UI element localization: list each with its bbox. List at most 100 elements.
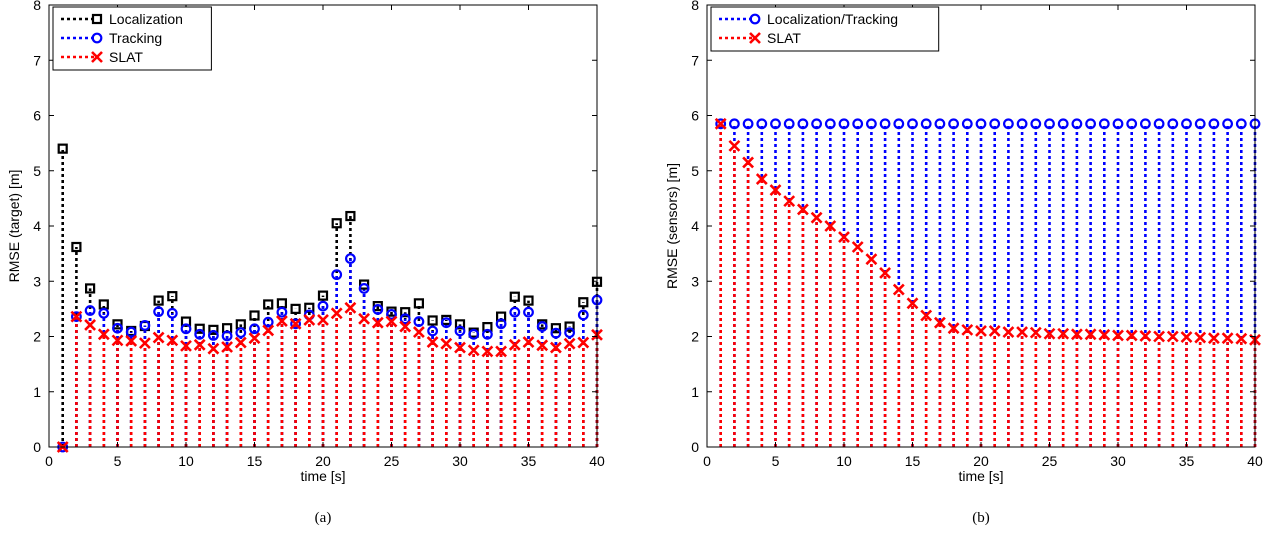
localization-point bbox=[194, 323, 205, 334]
localization-tracking-point bbox=[1126, 118, 1138, 130]
localization-tracking-point bbox=[838, 118, 850, 130]
slat-point bbox=[1221, 332, 1234, 345]
y-tick-label: 1 bbox=[33, 384, 41, 400]
localization-tracking-point bbox=[961, 118, 973, 130]
tracking-point bbox=[194, 328, 206, 340]
x-tick-label: 25 bbox=[384, 453, 400, 469]
slat-point bbox=[70, 310, 83, 323]
slat-point bbox=[1207, 332, 1220, 345]
tracking-point bbox=[70, 311, 82, 323]
localization-point bbox=[400, 307, 411, 318]
localization-point bbox=[180, 316, 192, 327]
tracking-point bbox=[495, 318, 507, 330]
localization-point bbox=[71, 241, 82, 253]
localization-point bbox=[550, 323, 562, 334]
tracking-point bbox=[290, 318, 302, 330]
tracking-point bbox=[372, 304, 384, 315]
localization-tracking-point bbox=[879, 118, 891, 130]
localization-point bbox=[578, 297, 589, 308]
x-tick-label: 35 bbox=[521, 453, 537, 469]
localization-point bbox=[208, 324, 219, 335]
localization-point bbox=[249, 310, 260, 321]
slat-point bbox=[906, 297, 919, 310]
tracking-point bbox=[166, 307, 178, 319]
x-tick-label: 40 bbox=[589, 453, 605, 469]
slat-point bbox=[481, 345, 494, 358]
slat-point bbox=[180, 339, 192, 352]
slat-point bbox=[412, 326, 425, 338]
tracking-point bbox=[153, 306, 165, 318]
localization-point bbox=[304, 302, 315, 313]
localization-tracking-point bbox=[811, 118, 822, 130]
slat-point bbox=[988, 325, 1001, 337]
slat-point bbox=[947, 322, 960, 335]
x-axis-label: time [s] bbox=[958, 468, 1003, 484]
y-tick-label: 0 bbox=[33, 439, 41, 455]
y-tick-label: 7 bbox=[691, 52, 699, 68]
tracking-point bbox=[139, 320, 151, 331]
slat-point bbox=[1112, 329, 1124, 342]
slat-point bbox=[207, 342, 220, 355]
x-tick-label: 15 bbox=[905, 453, 921, 469]
slat-point bbox=[303, 314, 316, 326]
y-tick-label: 2 bbox=[691, 329, 699, 345]
localization-tracking-point bbox=[866, 118, 877, 130]
slat-point bbox=[549, 341, 562, 354]
x-tick-label: 15 bbox=[247, 453, 263, 469]
tracking-point bbox=[262, 316, 274, 328]
localization-tracking-point bbox=[934, 118, 946, 130]
slat-point bbox=[454, 341, 466, 354]
localization-tracking-point bbox=[742, 118, 754, 130]
slat-point bbox=[536, 339, 549, 352]
x-tick-label: 30 bbox=[452, 453, 468, 469]
localization-point bbox=[454, 319, 466, 330]
localization-point bbox=[112, 319, 123, 330]
legend-marker-localization bbox=[91, 13, 103, 25]
tracking-point bbox=[386, 309, 397, 320]
localization-point bbox=[345, 210, 356, 222]
y-tick-label: 4 bbox=[33, 218, 41, 234]
y-tick-label: 4 bbox=[691, 218, 699, 234]
panel-a: 0 5 10 15 20 25 30 35 40 0 1 2 3 4 5 6 7 8 time [s] RMSE … bbox=[6, 0, 605, 526]
legend-label-slat: SLAT bbox=[767, 30, 801, 46]
x-tick-label: 0 bbox=[703, 453, 711, 469]
x-tick-label: 5 bbox=[772, 453, 780, 469]
slat-point bbox=[125, 335, 138, 347]
slat-point bbox=[892, 283, 905, 296]
slat-point bbox=[344, 301, 357, 314]
localization-tracking-point bbox=[729, 118, 740, 130]
localization-point bbox=[290, 303, 301, 314]
y-tick-label: 5 bbox=[691, 163, 699, 179]
localization-tracking-point bbox=[989, 118, 1001, 130]
slat-point bbox=[742, 156, 755, 169]
slat-point bbox=[221, 341, 234, 353]
localization-tracking-point bbox=[770, 118, 781, 130]
slat-point bbox=[467, 344, 480, 357]
localization-tracking-point bbox=[1003, 118, 1014, 130]
y-axis-label: RMSE (sensors) [m] bbox=[664, 163, 680, 289]
slat-point bbox=[577, 336, 590, 349]
slat-point bbox=[1070, 328, 1083, 341]
slat-point bbox=[1029, 326, 1042, 339]
localization-tracking-point bbox=[1153, 118, 1165, 130]
slat-point bbox=[1057, 327, 1070, 340]
slat-point bbox=[865, 253, 878, 266]
legend-marker-slat bbox=[749, 32, 761, 44]
x-tick-label: 10 bbox=[836, 453, 852, 469]
legend-marker-slat bbox=[91, 51, 103, 63]
tracking-point bbox=[399, 313, 411, 325]
slat-point bbox=[495, 345, 508, 358]
legend-label-localization: Localization bbox=[109, 11, 183, 27]
y-axis-label: RMSE (target) [m] bbox=[6, 170, 22, 283]
slat-point bbox=[1125, 329, 1138, 342]
slat-point bbox=[152, 331, 165, 344]
x-tick-label: 0 bbox=[45, 453, 53, 469]
localization-tracking-point bbox=[1208, 118, 1220, 130]
slat-point bbox=[275, 315, 288, 327]
y-tick-label: 8 bbox=[691, 0, 699, 13]
panel-caption: (a) bbox=[315, 510, 332, 526]
legend-marker-tracking bbox=[91, 32, 103, 44]
localization-tracking-point bbox=[1085, 118, 1096, 130]
slat-point bbox=[851, 241, 864, 253]
